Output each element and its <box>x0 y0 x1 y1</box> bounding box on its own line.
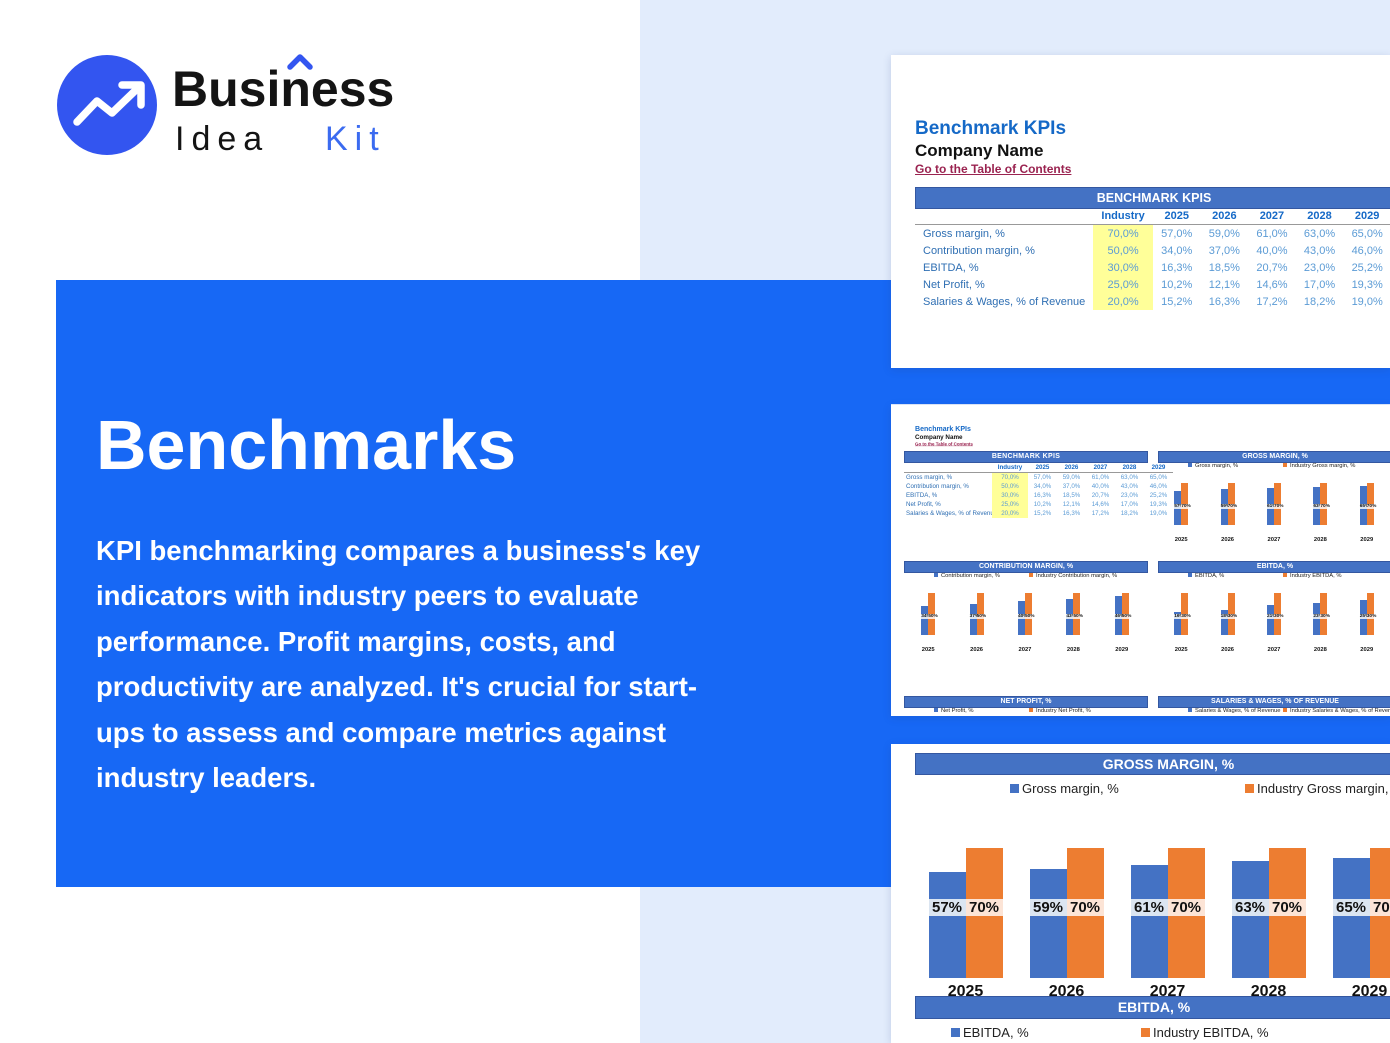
svg-text:Business: Business <box>172 61 394 117</box>
svg-text:Idea: Idea <box>175 120 269 158</box>
svg-text:Kit: Kit <box>325 120 386 158</box>
